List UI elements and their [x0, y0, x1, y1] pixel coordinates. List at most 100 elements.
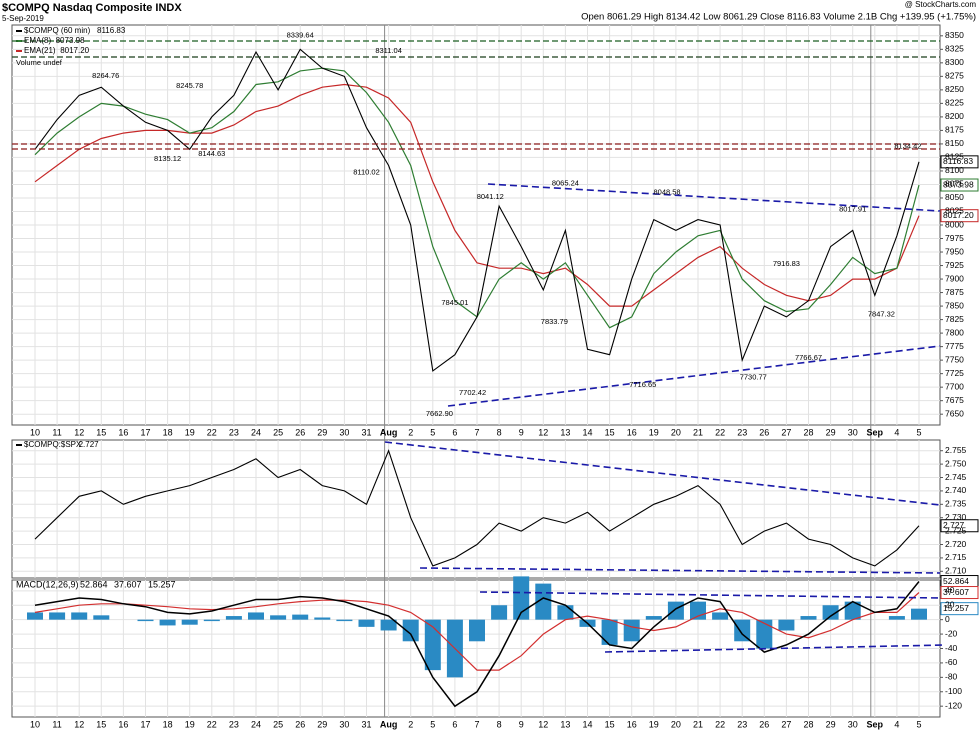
- x-tick-label: 19: [649, 719, 659, 729]
- y-tick-label: 7800: [945, 327, 964, 337]
- x-tick-label: 21: [693, 719, 703, 729]
- histogram-bar: [756, 619, 773, 649]
- x-tick-label: 20: [671, 427, 681, 437]
- histogram-bar: [888, 616, 905, 620]
- price-annotation: 7662.90: [426, 409, 453, 418]
- y-tick-label: -20: [945, 628, 958, 638]
- price-annotation: 8144.63: [198, 149, 225, 158]
- price-annotation: 7766.67: [795, 353, 822, 362]
- x-tick-label: 20: [671, 719, 681, 729]
- price-annotation: 8048.58: [653, 188, 680, 197]
- histogram-bar: [844, 601, 861, 620]
- x-tick-label: 6: [452, 427, 457, 437]
- x-tick-label: 18: [163, 719, 173, 729]
- x-tick-label: 12: [74, 427, 84, 437]
- x-tick-label: 28: [803, 427, 813, 437]
- x-tick-label: 9: [519, 719, 524, 729]
- y-tick-label: 8350: [945, 30, 964, 40]
- histogram-bar: [778, 619, 795, 631]
- x-tick-label: 22: [715, 719, 725, 729]
- histogram-bar: [71, 612, 88, 620]
- histogram-bar: [469, 619, 485, 642]
- price-annotation: 8041.12: [477, 192, 504, 201]
- x-tick-label: 13: [560, 427, 570, 437]
- x-tick-label: 19: [649, 427, 659, 437]
- trend-line: [419, 567, 941, 574]
- x-tick-label: 14: [582, 427, 592, 437]
- y-tick-label: 7875: [945, 287, 964, 297]
- price-annotation: 8339.64: [287, 30, 314, 39]
- y-tick-label: 2.750: [945, 458, 967, 468]
- value-box: [940, 519, 979, 533]
- trend-line: [447, 345, 941, 407]
- price-annotation: 7847.32: [868, 310, 895, 319]
- chart-date: 5-Sep-2019: [2, 14, 44, 23]
- y-tick-label: 8225: [945, 98, 964, 108]
- y-tick-label: -40: [945, 643, 958, 653]
- x-tick-label: 25: [273, 719, 283, 729]
- price-annotation: 7716.65: [629, 380, 656, 389]
- price-annotation: 8110.02: [353, 168, 380, 177]
- price-annotation: 8264.76: [92, 71, 119, 80]
- y-tick-label: 8025: [945, 206, 964, 216]
- value-box: [940, 586, 979, 600]
- legend-name: $COMPQ (60 min): [24, 26, 91, 35]
- x-tick-label: 24: [251, 719, 261, 729]
- y-tick-label: 2.730: [945, 512, 967, 522]
- histogram-bar: [225, 616, 242, 620]
- value-box: [940, 209, 979, 223]
- y-tick-label: -120: [945, 700, 962, 710]
- x-tick-label: 31: [361, 427, 371, 437]
- value-box-label: 8017.20: [943, 210, 974, 220]
- series-line: [34, 83, 920, 307]
- x-tick-label: 29: [826, 427, 836, 437]
- price-annotation: 8311.04: [375, 46, 402, 55]
- legend-value: 8017.20: [60, 46, 89, 55]
- x-tick-label: 9: [519, 427, 524, 437]
- x-tick-label: 29: [826, 719, 836, 729]
- histogram-bar: [822, 605, 839, 620]
- legend-value: 8073.98: [56, 36, 85, 45]
- x-tick-label: 2: [408, 427, 413, 437]
- y-tick-label: 7750: [945, 354, 964, 364]
- x-tick-label: 30: [848, 427, 858, 437]
- x-tick-label: 6: [452, 719, 457, 729]
- y-tick-label: -80: [945, 672, 958, 682]
- x-tick-label: 11: [52, 719, 61, 729]
- x-tick-label: 23: [229, 427, 239, 437]
- histogram-bar: [557, 605, 574, 620]
- histogram-bar: [513, 576, 530, 620]
- histogram-bar: [93, 615, 110, 620]
- y-tick-label: 2.715: [945, 552, 967, 562]
- x-tick-label: Aug: [380, 719, 398, 729]
- y-tick-label: 7975: [945, 233, 964, 243]
- y-tick-label: 7725: [945, 368, 964, 378]
- value-box: [940, 602, 979, 616]
- y-tick-label: 8100: [945, 165, 964, 175]
- value-box-label: 2.727: [943, 520, 965, 530]
- legend-name: $COMPQ:$SPX: [24, 440, 82, 449]
- x-tick-label: 12: [538, 427, 548, 437]
- y-tick-label: 7850: [945, 300, 964, 310]
- chart-title: $COMPQ Nasdaq Composite INDX: [2, 2, 182, 14]
- series-line: [34, 48, 920, 372]
- y-tick-label: -100: [945, 686, 962, 696]
- x-tick-label: 16: [118, 719, 128, 729]
- y-tick-label: 7950: [945, 246, 964, 256]
- histogram-bar: [491, 605, 508, 620]
- x-tick-label: 5: [430, 427, 435, 437]
- price-annotation: 7702.42: [459, 388, 486, 397]
- x-tick-label: 31: [361, 719, 371, 729]
- x-tick-label: 26: [759, 719, 769, 729]
- histogram-bar: [734, 619, 751, 642]
- x-tick-label: 29: [317, 427, 327, 437]
- x-tick-label: Sep: [867, 719, 884, 729]
- legend-value: 8116.83: [97, 26, 126, 35]
- x-tick-label: 19: [185, 427, 195, 437]
- quote: Open 8061.29 High 8134.42 Low 8061.29 Cl…: [581, 12, 976, 23]
- x-tick-label: 22: [715, 427, 725, 437]
- x-tick-label: 22: [207, 719, 217, 729]
- x-tick-label: 14: [582, 719, 592, 729]
- y-tick-label: 2.735: [945, 499, 967, 509]
